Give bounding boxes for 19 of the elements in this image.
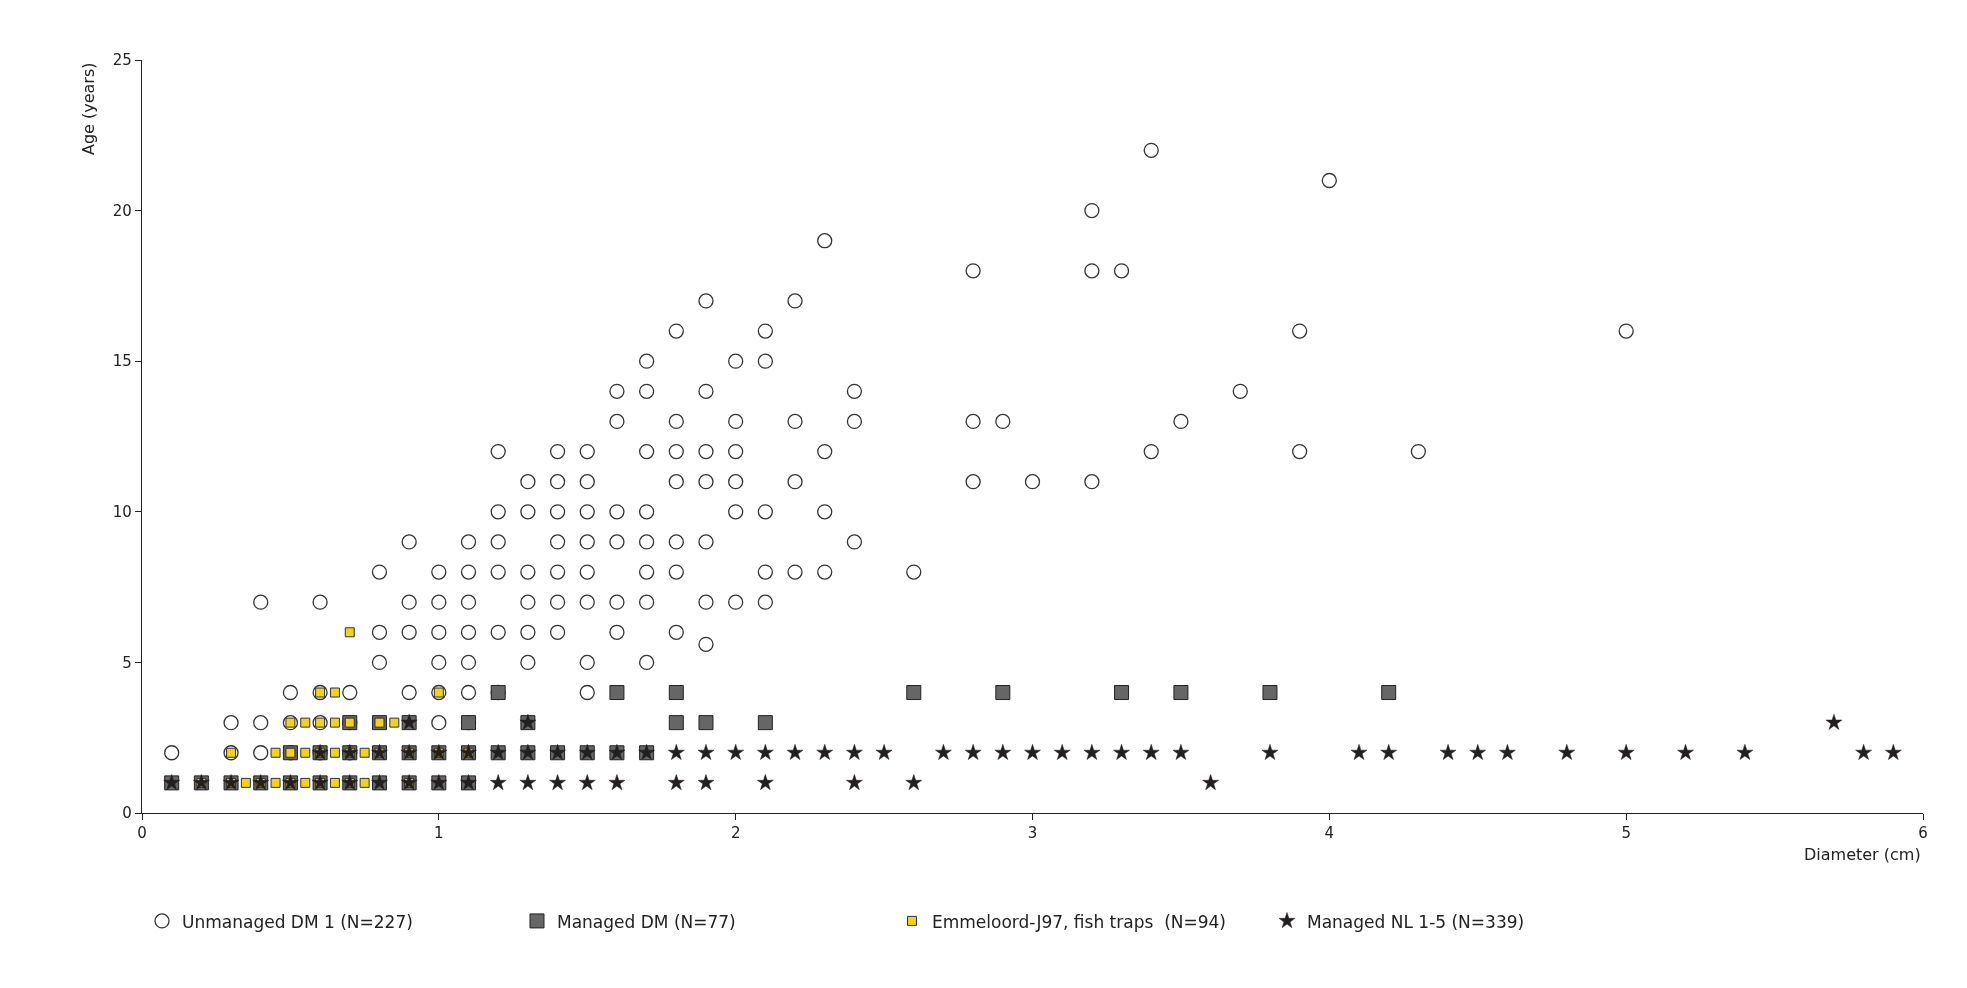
- y-tick-label: 5: [122, 653, 132, 672]
- y-tick-label: 0: [122, 804, 132, 823]
- y-axis-title: Age (years): [79, 62, 99, 156]
- y-tick-label: 10: [112, 503, 132, 522]
- x-tick-label: 3: [1027, 824, 1038, 843]
- x-tick-label: 6: [1918, 824, 1928, 843]
- y-tick-label: 15: [112, 352, 132, 371]
- legend-label: Managed DM (N=77): [557, 911, 736, 932]
- x-axis-title: Diameter (cm): [1804, 845, 1921, 864]
- legend-label: Emmeloord-J97, fish traps (N=94): [932, 911, 1226, 932]
- x-tick-label: 5: [1621, 824, 1631, 843]
- x-tick-label: 2: [730, 824, 741, 843]
- x-tick-label: 0: [137, 824, 147, 843]
- x-tick-label: 1: [434, 824, 444, 843]
- y-tick-label: 25: [112, 51, 132, 70]
- legend-label: Unmanaged DM 1 (N=227): [182, 911, 413, 932]
- y-tick-label: 20: [112, 201, 132, 220]
- x-tick-label: 4: [1324, 824, 1335, 843]
- legend-label: Managed NL 1-5 (N=339): [1307, 911, 1525, 932]
